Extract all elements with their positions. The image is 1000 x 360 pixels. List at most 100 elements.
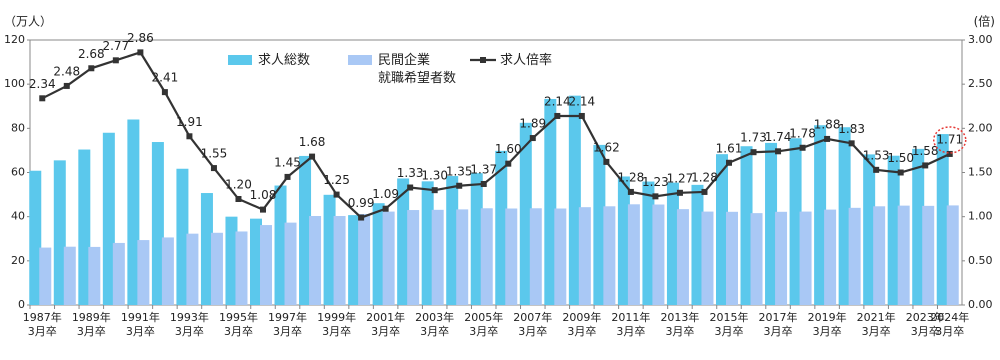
highlight-circle (932, 126, 967, 154)
marker (554, 112, 561, 119)
y-tick-label: 20 (11, 254, 25, 267)
bar (323, 194, 336, 305)
bar (210, 232, 223, 305)
value-label: 1.71 (936, 132, 963, 146)
marker (603, 158, 610, 165)
value-label: 1.33 (397, 166, 424, 180)
value-label: 2.34 (29, 77, 56, 91)
value-label: 1.08 (250, 188, 277, 202)
value-label: 1.61 (716, 141, 743, 155)
legend-label: 求人倍率 (500, 53, 553, 68)
bar (446, 176, 459, 305)
x-tick-label: 2017年 3月卒 (758, 311, 798, 338)
value-label: 1.73 (740, 131, 767, 145)
marker (480, 180, 487, 187)
marker (726, 159, 732, 166)
bar (358, 214, 371, 305)
bar (789, 138, 802, 305)
legend-label: 求人総数 (258, 53, 311, 68)
value-label: 1.28 (618, 170, 645, 184)
value-label: 1.45 (274, 155, 301, 169)
x-tick-label: 1987年 3月卒 (22, 311, 62, 338)
value-label: 1.62 (593, 140, 620, 154)
value-label: 1.78 (789, 126, 816, 140)
marker (284, 173, 291, 180)
bar (63, 246, 76, 305)
y2-axis-label: (倍) (974, 14, 995, 29)
bar (912, 148, 925, 305)
bar (260, 225, 272, 305)
bar (235, 231, 248, 305)
marker (333, 191, 340, 198)
bar (691, 184, 704, 305)
bar (848, 207, 861, 305)
marker (210, 165, 217, 172)
bar (554, 208, 567, 305)
bar (666, 182, 679, 305)
bar (799, 211, 812, 305)
y-tick-label: 40 (11, 210, 25, 223)
x-tick-label: 1997年 3月卒 (268, 311, 308, 338)
marker (63, 82, 70, 89)
legend-label: 民間企業 就職希望者数 (378, 53, 457, 86)
value-label: 1.58 (912, 144, 939, 158)
bar (137, 240, 150, 305)
bar (161, 237, 174, 305)
x-tick-label: 1991年 3月卒 (120, 311, 160, 338)
bar (127, 119, 140, 305)
marker (946, 150, 953, 157)
bar (456, 209, 469, 305)
bar (726, 211, 738, 305)
marker (161, 89, 168, 96)
marker (137, 49, 144, 56)
value-label: 2.86 (127, 31, 154, 45)
marker (701, 188, 708, 195)
value-label: 1.74 (765, 130, 792, 144)
x-tick-label: 2023年 3月卒 (905, 311, 945, 338)
marker (260, 206, 266, 213)
value-label: 1.60 (495, 142, 522, 156)
value-label: 1.37 (470, 162, 497, 176)
x-tick-label: 2015年 3月卒 (709, 311, 749, 338)
bar (519, 122, 532, 305)
value-label: 2.48 (53, 64, 80, 78)
value-label: 2.14 (544, 94, 571, 108)
y-tick-label: 100 (4, 77, 25, 90)
bar (838, 127, 851, 306)
bar (676, 209, 689, 305)
bar (309, 216, 322, 305)
x-tick-label: 2011年 3月卒 (611, 311, 651, 338)
legend-swatch (348, 55, 372, 65)
y-tick-label: 0 (18, 298, 25, 311)
value-label: 1.35 (446, 164, 473, 178)
legend-swatch (228, 55, 252, 65)
legend-swatch (480, 57, 486, 63)
value-label: 1.28 (691, 170, 718, 184)
bar (652, 204, 665, 305)
y2-tick-label: 2.00 (968, 121, 993, 134)
x-tick-label: 1999年 3月卒 (317, 311, 357, 338)
bar (112, 242, 125, 305)
marker (750, 149, 757, 156)
bar (750, 213, 763, 305)
bar (642, 181, 655, 305)
marker (186, 133, 193, 140)
bar (495, 150, 508, 305)
marker (505, 160, 512, 167)
value-label: 1.25 (323, 173, 350, 187)
bar (186, 233, 199, 305)
value-label: 2.14 (568, 94, 595, 108)
x-tick-label: 2005年 3月卒 (464, 311, 504, 338)
bar (176, 168, 189, 305)
bar (716, 154, 728, 305)
x-tick-label: 2007年 3月卒 (513, 311, 553, 338)
marker (358, 214, 365, 221)
marker (775, 148, 782, 155)
bar (617, 176, 630, 305)
value-label: 1.50 (887, 151, 914, 165)
y2-tick-label: 1.00 (968, 210, 993, 223)
value-label: 1.30 (421, 169, 448, 183)
bar (284, 222, 297, 305)
